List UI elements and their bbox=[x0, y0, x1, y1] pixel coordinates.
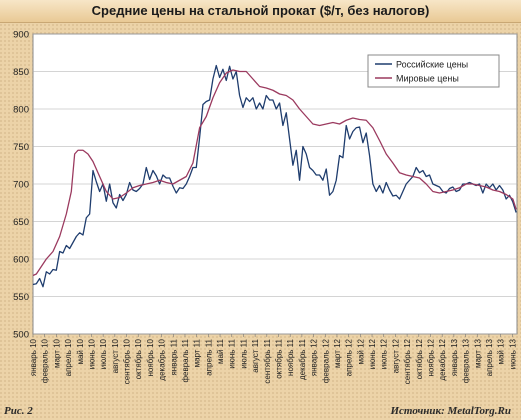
y-tick-label: 900 bbox=[13, 30, 29, 41]
x-tick-label: январь 12 bbox=[310, 338, 319, 376]
x-tick-label: май 10 bbox=[76, 338, 85, 364]
x-tick-label: август 10 bbox=[111, 338, 120, 373]
x-axis: январь 10 февраль 10 март 10 апрель 10 май 1… bbox=[29, 334, 517, 384]
x-tick-label: август 11 bbox=[251, 338, 260, 372]
x-tick-label: август 12 bbox=[391, 338, 400, 373]
x-tick-label: апрель 11 bbox=[204, 338, 213, 375]
x-tick-label: февраль 10 bbox=[41, 338, 50, 383]
x-tick-label: ноябрь 12 bbox=[426, 338, 435, 376]
x-tick-label: май 13 bbox=[497, 338, 506, 364]
x-tick-label: ноябрь 11 bbox=[286, 338, 295, 375]
x-tick-label: февраль 12 bbox=[321, 338, 330, 383]
x-tick-label: июль 12 bbox=[380, 338, 389, 369]
y-tick-label: 650 bbox=[13, 217, 29, 228]
legend-label-world: Мировые цены bbox=[396, 74, 459, 84]
x-tick-label: февраль 13 bbox=[462, 338, 471, 383]
x-tick-label: сентябрь 10 bbox=[123, 338, 132, 384]
x-tick-label: март 12 bbox=[333, 338, 342, 368]
legend: Российские цены Мировые цены bbox=[367, 54, 500, 88]
x-tick-label: январь 11 bbox=[169, 338, 178, 375]
y-tick-label: 850 bbox=[13, 67, 29, 78]
y-tick-label: 700 bbox=[13, 180, 29, 191]
x-tick-label: май 12 bbox=[356, 338, 365, 364]
series-lines bbox=[32, 64, 517, 288]
x-tick-label: апрель 10 bbox=[64, 338, 73, 376]
source-note: Источник: MetalTorg.Ru bbox=[390, 405, 511, 417]
figure-label: Рис. 2 bbox=[4, 405, 33, 417]
x-tick-label: февраль 11 bbox=[181, 338, 190, 382]
x-tick-label: декабрь 10 bbox=[158, 338, 167, 380]
y-axis: 500 550 600 650 700 750 800 850 900 bbox=[13, 30, 29, 341]
x-tick-label: июнь 13 bbox=[508, 338, 517, 369]
series-line-russian bbox=[32, 64, 517, 288]
x-tick-label: июнь 12 bbox=[368, 338, 377, 369]
x-tick-label: сентябрь 12 bbox=[403, 338, 412, 384]
x-tick-label: октябрь 10 bbox=[134, 338, 143, 379]
x-tick-label: июнь 11 bbox=[228, 338, 237, 368]
x-tick-label: октябрь 11 bbox=[275, 338, 284, 378]
x-tick-label: март 10 bbox=[52, 338, 61, 368]
y-tick-label: 500 bbox=[13, 330, 29, 341]
footer: Рис. 2 Источник: MetalTorg.Ru bbox=[0, 402, 521, 420]
x-tick-label: май 11 bbox=[216, 338, 225, 363]
x-tick-label: декабрь 12 bbox=[438, 338, 447, 380]
x-tick-label: апрель 13 bbox=[485, 338, 494, 376]
y-tick-label: 600 bbox=[13, 255, 29, 266]
x-tick-label: июль 10 bbox=[99, 338, 108, 369]
x-tick-label: октябрь 12 bbox=[415, 338, 424, 379]
x-tick-label: ноябрь 10 bbox=[146, 338, 155, 376]
x-tick-label: июль 11 bbox=[239, 338, 248, 368]
x-tick-label: март 13 bbox=[473, 338, 482, 368]
x-tick-label: сентябрь 11 bbox=[263, 338, 272, 383]
y-tick-label: 800 bbox=[13, 105, 29, 116]
chart-title: Средние цены на стальной прокат ($/т, бе… bbox=[0, 0, 521, 23]
x-tick-label: январь 10 bbox=[29, 338, 38, 376]
y-tick-label: 550 bbox=[13, 292, 29, 303]
legend-label-russian: Российские цены bbox=[396, 60, 468, 70]
x-tick-label: июнь 10 bbox=[87, 338, 96, 369]
x-tick-label: декабрь 11 bbox=[298, 338, 307, 380]
x-tick-label: апрель 12 bbox=[345, 338, 354, 376]
x-tick-label: март 11 bbox=[193, 338, 202, 367]
y-tick-label: 750 bbox=[13, 142, 29, 153]
legend-box bbox=[367, 54, 500, 88]
x-tick-label: январь 13 bbox=[450, 338, 459, 376]
